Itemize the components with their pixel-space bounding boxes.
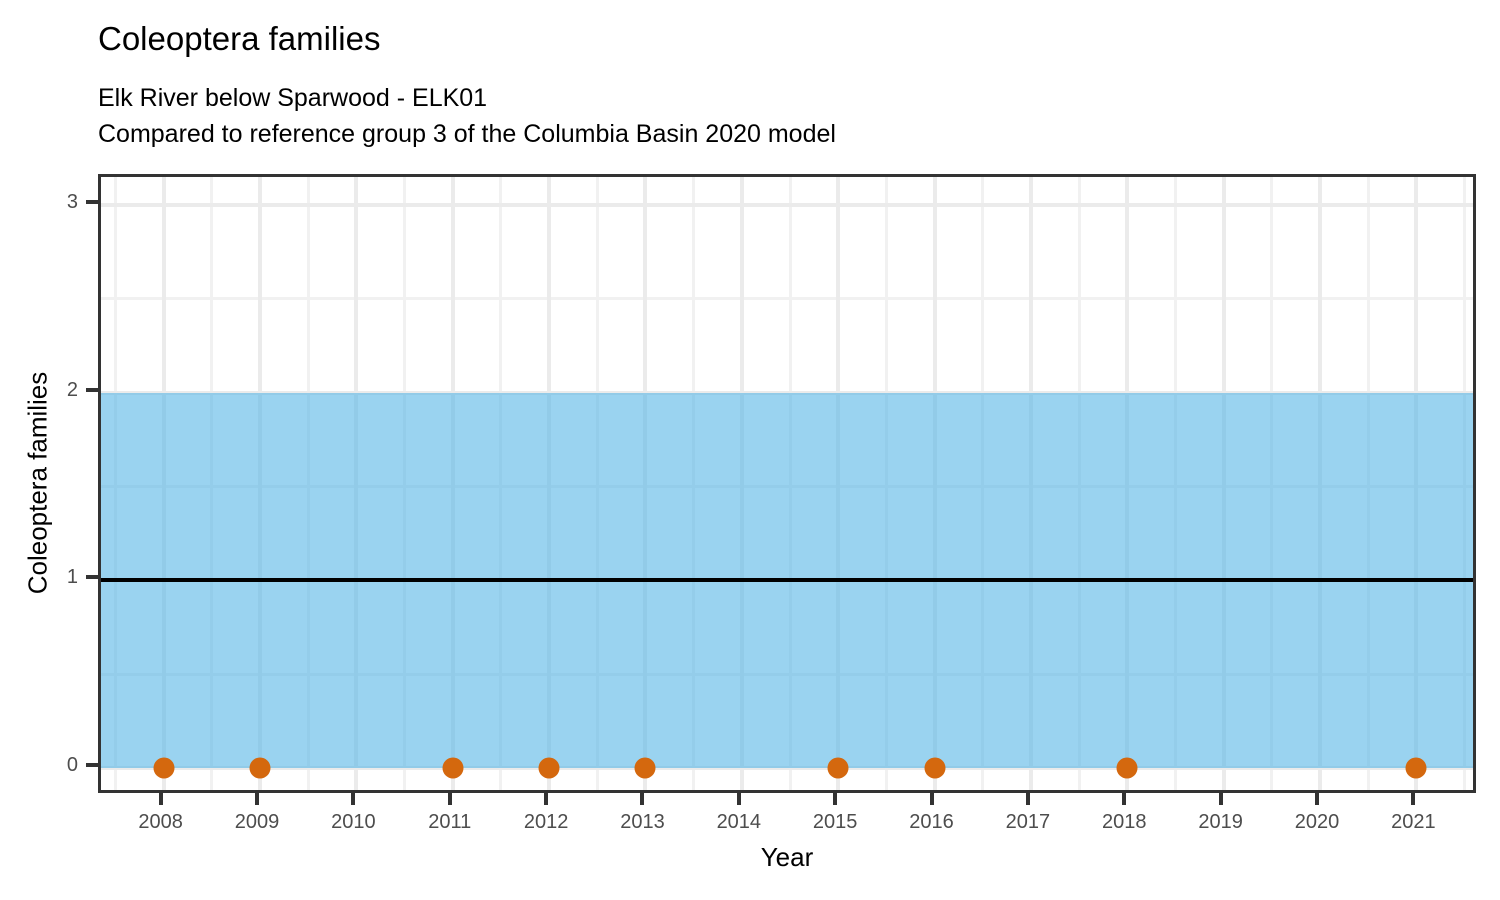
x-tick-label: 2010 [331,811,376,833]
gridline-major-horizontal [101,203,1473,208]
y-tick-label: 0 [66,753,78,776]
x-tick-label: 2013 [620,811,665,833]
x-axis-tick [1315,793,1319,805]
plot-panel [98,174,1476,793]
x-axis-tick [1025,793,1030,805]
data-point [827,757,849,779]
chart-title: Coleoptera families [98,20,381,57]
x-tick-label: 2015 [812,811,858,833]
y-axis-tick [86,200,98,205]
y-tick-label: 1 [66,566,78,589]
x-axis-tick [1218,793,1223,805]
x-axis-tick [447,793,452,805]
data-point [1405,757,1427,779]
x-axis-tick [158,793,163,805]
y-axis-tick [86,575,98,580]
x-tick-label: 2008 [138,811,183,833]
y-axis-title: Coleoptera families [22,371,53,595]
data-point [1116,757,1138,779]
data-point [442,757,464,779]
x-axis-tick [1411,793,1416,805]
y-axis-tick [86,387,98,392]
y-axis-tick [86,762,98,767]
data-point [924,757,946,779]
x-tick-label: 2021 [1391,811,1436,833]
data-point [153,757,175,779]
gridline-minor-horizontal [101,297,1473,301]
x-tick-label: 2014 [716,811,762,833]
x-axis-tick [736,793,741,805]
x-axis-tick [640,793,645,805]
y-tick-label: 3 [66,191,78,214]
reference-line [101,578,1473,583]
x-axis-tick [929,793,934,805]
chart-subtitle: Elk River below Sparwood - ELK01 Compare… [98,80,836,152]
x-axis-tick [1122,793,1127,805]
x-axis-title: Year [760,842,814,872]
data-point [249,757,271,779]
data-point [538,757,560,779]
x-tick-label: 2017 [1005,811,1051,833]
x-tick-label: 2020 [1294,811,1340,833]
x-tick-label: 2019 [1198,811,1243,833]
data-point [634,757,656,779]
x-tick-label: 2011 [428,811,472,833]
x-tick-label: 2012 [523,811,569,833]
chart-subtitle-line-2: Compared to reference group 3 of the Col… [98,120,836,148]
gridline-major-horizontal [101,765,1473,770]
x-tick-label: 2018 [1102,811,1147,833]
x-tick-label: 2009 [234,811,280,833]
chart-subtitle-line-1: Elk River below Sparwood - ELK01 [98,84,488,112]
x-axis-tick [833,793,838,805]
x-axis-tick [255,793,259,805]
x-axis-tick [351,793,356,805]
y-tick-label: 2 [66,378,78,401]
x-tick-label: 2016 [909,811,954,833]
x-axis-tick [544,793,549,805]
